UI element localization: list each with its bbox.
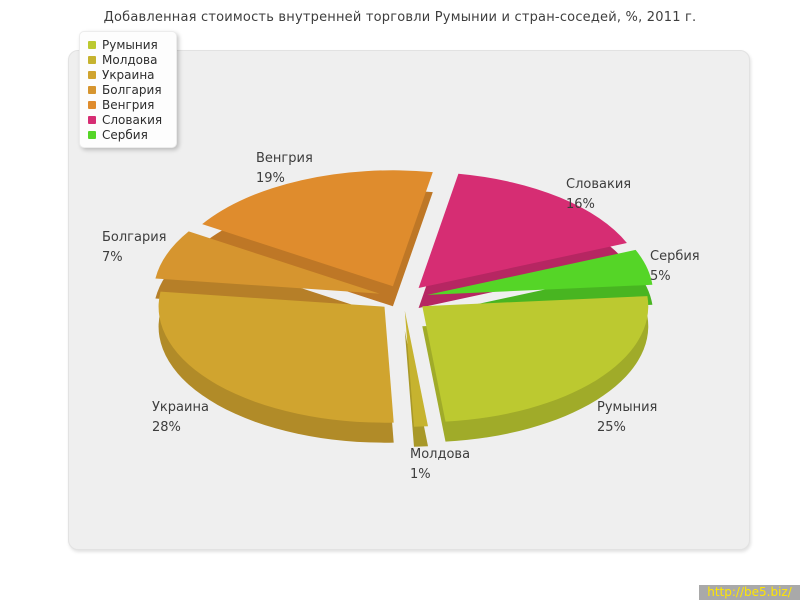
legend-item: Румыния: [88, 37, 162, 52]
pie-slice-top: [202, 170, 433, 287]
legend: Румыния Молдова Украина Болгария Венгрия Слов…: [79, 31, 178, 148]
pie-slice-top: [422, 296, 649, 422]
slice-label-value: 7%: [102, 250, 123, 265]
chart-title: Добавленная стоимость внутренней торговл…: [103, 10, 697, 25]
legend-item: Молдова: [88, 52, 162, 67]
slice-label-name: Словакия: [566, 177, 632, 192]
legend-label: Молдова: [102, 52, 158, 67]
slice-label-name: Украина: [152, 400, 209, 415]
slice-label: Румыния 25%: [597, 398, 657, 438]
legend-label: Украина: [102, 67, 155, 82]
pie-slice-top: [427, 249, 653, 295]
slice-label-name: Молдова: [410, 447, 471, 462]
legend-color-swatch-icon: [88, 85, 96, 94]
slice-label: Венгрия 19%: [256, 149, 313, 189]
legend-color-swatch-icon: [88, 100, 96, 109]
slice-label-name: Венгрия: [256, 151, 313, 166]
legend-color-swatch-icon: [88, 40, 96, 49]
pie-slice-top: [155, 231, 380, 294]
slice-label: Украина 28%: [152, 398, 209, 438]
legend-label: Венгрия: [102, 97, 155, 112]
slice-label-value: 25%: [597, 420, 626, 435]
slice-label-value: 19%: [256, 171, 285, 186]
legend-color-swatch-icon: [88, 70, 96, 79]
legend-item: Венгрия: [88, 97, 162, 112]
slice-label: Болгария 7%: [102, 228, 167, 268]
watermark-link[interactable]: http://be5.biz/: [699, 585, 800, 600]
legend-label: Болгария: [102, 82, 162, 97]
slice-label-name: Сербия: [650, 249, 700, 264]
slice-label-value: 28%: [152, 420, 181, 435]
slice-label-value: 5%: [650, 269, 671, 284]
slice-label: Сербия 5%: [650, 247, 700, 287]
slice-label-value: 16%: [566, 197, 595, 212]
legend-label: Словакия: [102, 112, 163, 127]
pie-slice-top: [418, 173, 627, 288]
slice-label-name: Румыния: [597, 400, 658, 415]
legend-label: Румыния: [102, 37, 158, 52]
legend-item: Словакия: [88, 112, 162, 127]
legend-color-swatch-icon: [88, 115, 96, 124]
slice-label-value: 1%: [410, 467, 431, 482]
legend-item: Болгария: [88, 82, 162, 97]
legend-item: Сербия: [88, 127, 162, 142]
slice-label-name: Болгария: [102, 230, 167, 245]
legend-label: Сербия: [102, 127, 148, 142]
pie-slice-top: [404, 310, 428, 427]
pie-slice-top: [158, 291, 394, 423]
legend-item: Украина: [88, 67, 162, 82]
legend-color-swatch-icon: [88, 130, 96, 139]
slice-label: Молдова 1%: [410, 445, 470, 485]
legend-color-swatch-icon: [88, 55, 96, 64]
slice-label: Словакия 16%: [566, 175, 631, 215]
